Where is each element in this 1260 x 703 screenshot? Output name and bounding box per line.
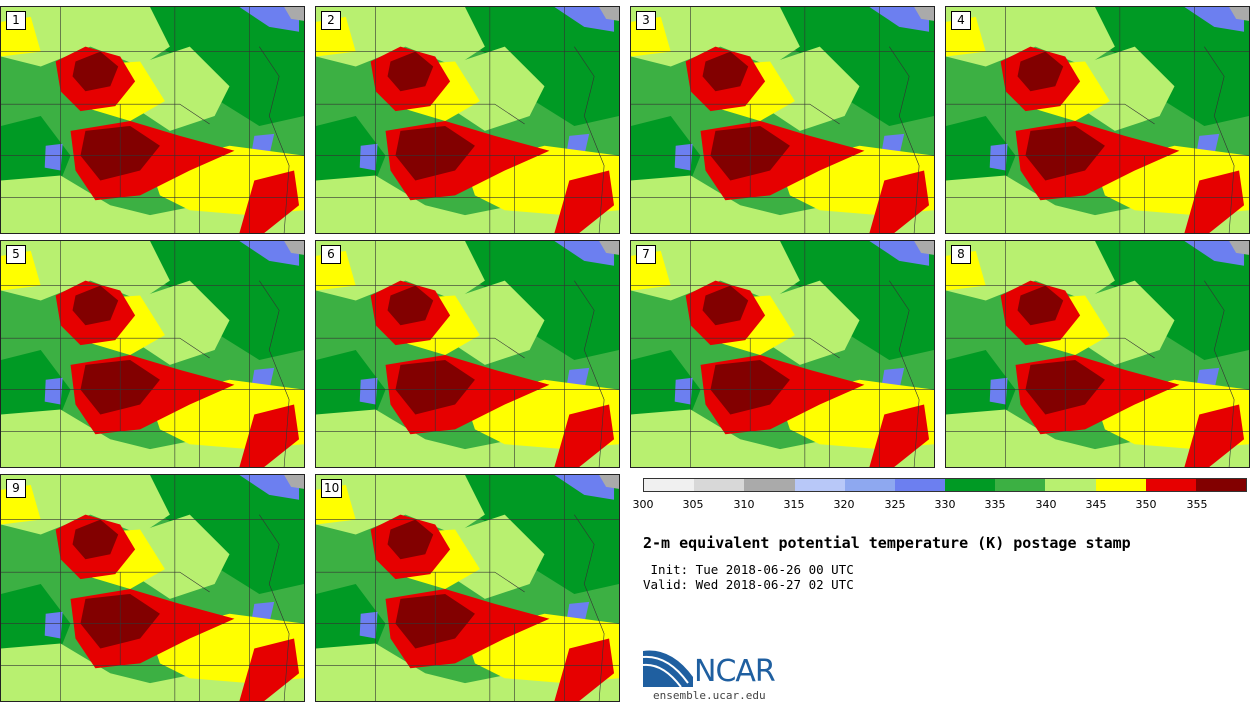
colorbar-swatch-355: [1195, 479, 1247, 491]
colorbar-tick-335: 335: [984, 498, 1006, 511]
colorbar-swatch-325: [894, 479, 946, 491]
member-number: 1: [6, 11, 26, 30]
member-panel-6: 6: [315, 240, 620, 468]
member-number: 9: [6, 479, 26, 498]
colorbar-swatch-340: [1045, 479, 1096, 491]
map-icon: [1, 7, 304, 233]
colorbar-tick-325: 325: [884, 498, 906, 511]
ncar-logo-text: NCAR: [694, 654, 776, 689]
map-icon: [946, 241, 1249, 467]
colorbar-tick-330: 330: [934, 498, 956, 511]
colorbar: [643, 478, 1247, 492]
valid-time: Valid: Wed 2018-06-27 02 UTC: [643, 577, 854, 592]
map-icon: [1, 241, 304, 467]
member-panel-7: 7: [630, 240, 935, 468]
member-number: 3: [636, 11, 656, 30]
colorbar-swatch-335: [995, 479, 1046, 491]
colorbar-tick-305: 305: [682, 498, 704, 511]
colorbar-tick-315: 315: [783, 498, 805, 511]
member-panel-1: 1: [0, 6, 305, 234]
map-icon: [316, 241, 619, 467]
colorbar-swatch-345: [1095, 479, 1146, 491]
colorbar-swatch-305: [694, 479, 745, 491]
colorbar-swatch-320: [844, 479, 895, 491]
ncar-logo-icon: [643, 650, 693, 688]
colorbar-swatch-315: [794, 479, 845, 491]
member-panel-3: 3: [630, 6, 935, 234]
colorbar-tick-320: 320: [833, 498, 855, 511]
colorbar-swatch-300: [644, 479, 695, 491]
map-icon: [316, 475, 619, 701]
colorbar-tick-300: 300: [632, 498, 654, 511]
colorbar-tick-310: 310: [733, 498, 755, 511]
colorbar-tick-340: 340: [1035, 498, 1057, 511]
colorbar-swatch-330: [945, 479, 996, 491]
member-number: 2: [321, 11, 341, 30]
member-number: 10: [321, 479, 343, 498]
member-panel-5: 5: [0, 240, 305, 468]
member-panel-4: 4: [945, 6, 1250, 234]
member-panel-9: 9: [0, 474, 305, 702]
map-icon: [946, 7, 1249, 233]
plot-title: 2-m equivalent potential temperature (K)…: [643, 534, 1131, 552]
map-icon: [316, 7, 619, 233]
colorbar-swatch-310: [744, 479, 795, 491]
init-time: Init: Tue 2018-06-26 00 UTC: [643, 562, 854, 577]
logo-url: ensemble.ucar.edu: [653, 689, 766, 702]
member-panel-2: 2: [315, 6, 620, 234]
member-number: 5: [6, 245, 26, 264]
member-panel-8: 8: [945, 240, 1250, 468]
map-icon: [1, 475, 304, 701]
map-icon: [631, 7, 934, 233]
member-number: 6: [321, 245, 341, 264]
colorbar-tick-350: 350: [1135, 498, 1157, 511]
colorbar-tick-345: 345: [1085, 498, 1107, 511]
member-panel-10: 10: [315, 474, 620, 702]
colorbar-tick-355: 355: [1186, 498, 1208, 511]
member-number: 7: [636, 245, 656, 264]
member-number: 4: [951, 11, 971, 30]
member-number: 8: [951, 245, 971, 264]
map-icon: [631, 241, 934, 467]
colorbar-swatch-350: [1145, 479, 1196, 491]
